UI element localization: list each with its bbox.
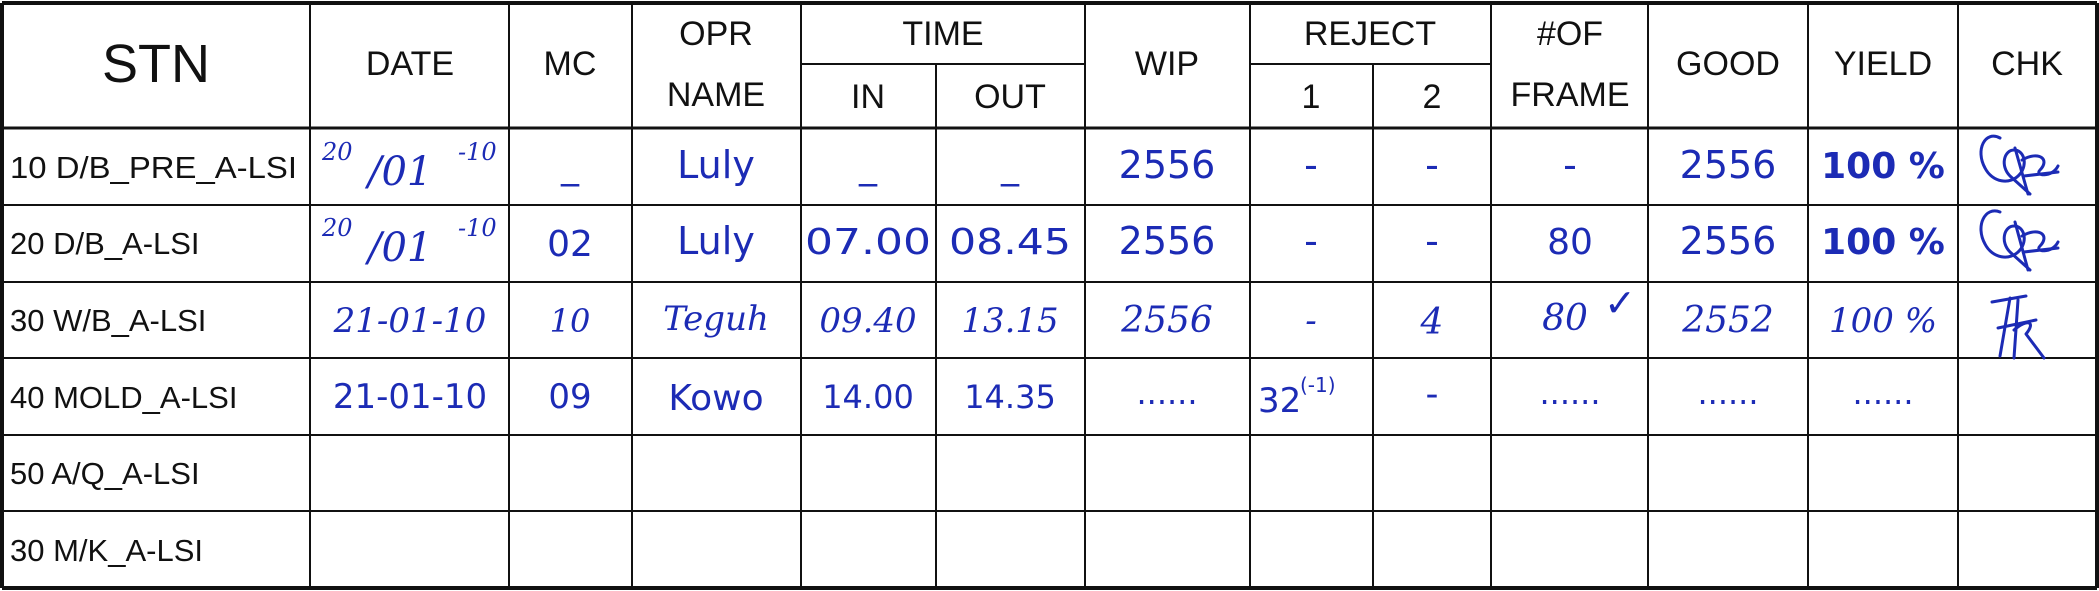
header-reject-1: 1 [1302,78,1321,116]
reject-1-cell: 32 [1258,381,1301,421]
good-cell: ...... [1697,374,1758,412]
check-mark-icon: ✓ [1604,281,1636,325]
reject-2-cell: - [1426,374,1439,415]
operator-name: Luly [677,219,755,263]
wip-cell: 2556 [1119,219,1216,263]
header-wip: WIP [1135,45,1199,83]
operator-name: Luly [677,143,755,187]
time-out-cell: _ [1000,146,1020,187]
time-in-cell: 07.00 [805,222,931,263]
reject-1-cell: - [1304,219,1318,263]
wip-cell: 2556 [1119,143,1216,187]
header-yield: YIELD [1834,45,1932,83]
mc-cell: 10 [550,302,591,340]
header-time-in: IN [851,78,885,116]
header-frame-line1: #OF [1537,15,1603,53]
header-time-out: OUT [974,78,1046,116]
header-frame-line2: FRAME [1511,76,1630,114]
station-column: 10 D/B_PRE_A-LSI 20 D/B_A-LSI 30 W/B_A-L… [10,150,297,568]
header-time: TIME [902,15,983,53]
mc-cell: 09 [548,377,591,417]
reject-2-cell: 4 [1420,302,1444,343]
reject-2-cell: - [1425,219,1439,263]
table-row: 20 /01 -10 02 Luly 07.00 08.45 2556 - - … [321,214,1945,271]
signature-icon [1979,134,2060,196]
station-label: 20 D/B_A-LSI [10,226,200,261]
frame-cell: 80 [1547,222,1593,263]
header-opr-line1: OPR [679,15,753,53]
time-in-cell: 09.40 [819,301,916,341]
header-date: DATE [366,45,454,83]
mc-cell: 02 [547,224,593,265]
date-year: -10 [458,214,497,242]
table-row: 21-01-10 10 Teguh 09.40 13.15 2556 - 4 8… [333,281,1937,343]
header-reject-2: 2 [1423,78,1442,116]
date-month: /01 [364,149,432,195]
header-stn: STN [102,34,210,94]
good-cell: 2552 [1681,300,1774,341]
reject-2-cell: - [1425,143,1439,187]
frame-cell: - [1563,143,1577,187]
reject-1-cell: - [1304,143,1318,187]
operator-name: Teguh [663,299,769,339]
reject-1-note: (-1) [1300,373,1336,397]
yield-cell: 100 % [1829,301,1937,341]
yield-cell: 100 % [1821,222,1945,263]
station-label: 30 W/B_A-LSI [10,303,206,338]
frame-cell: ...... [1539,374,1600,412]
wip-cell: 2556 [1120,300,1213,341]
header-mc: MC [544,45,597,83]
time-in-cell: _ [858,146,878,187]
date-day: 20 [321,214,353,242]
reject-1-cell: - [1305,301,1317,341]
table-row: 20 /01 -10 _ Luly _ _ 2556 - - - 2556 10… [321,138,1945,195]
yield-cell: ...... [1852,374,1913,412]
good-cell: 2556 [1680,143,1777,187]
signature-icon [1979,209,2060,272]
time-out-cell: 14.35 [964,378,1056,416]
date-cell: 21-01-10 [333,301,487,341]
table-header: STN DATE MC OPR NAME TIME IN OUT WIP REJ… [102,15,2063,116]
date-cell: 21-01-10 [333,377,487,417]
mc-cell: _ [560,146,580,187]
station-label: 50 A/Q_A-LSI [10,456,200,491]
time-out-cell: 13.15 [961,301,1058,341]
time-in-cell: 14.00 [822,378,914,416]
time-out-cell: 08.45 [949,222,1071,263]
table-row: 21-01-10 09 Kowo 14.00 14.35 ...... 32 (… [333,373,1914,421]
wip-cell: ...... [1136,374,1197,412]
operator-name: Kowo [668,378,763,419]
header-chk: CHK [1991,45,2063,83]
date-day: 20 [321,138,353,166]
station-label: 10 D/B_PRE_A-LSI [10,150,297,185]
header-reject: REJECT [1304,15,1436,53]
date-month: /01 [364,225,432,271]
header-opr-line2: NAME [667,76,765,114]
frame-cell: 80 [1542,298,1588,339]
signature-icon [1990,294,2046,360]
station-label: 40 MOLD_A-LSI [10,380,237,415]
station-label: 30 M/K_A-LSI [10,533,203,568]
header-good: GOOD [1676,45,1780,83]
yield-cell: 100 % [1821,146,1945,187]
date-year: -10 [458,138,497,166]
good-cell: 2556 [1680,219,1777,263]
